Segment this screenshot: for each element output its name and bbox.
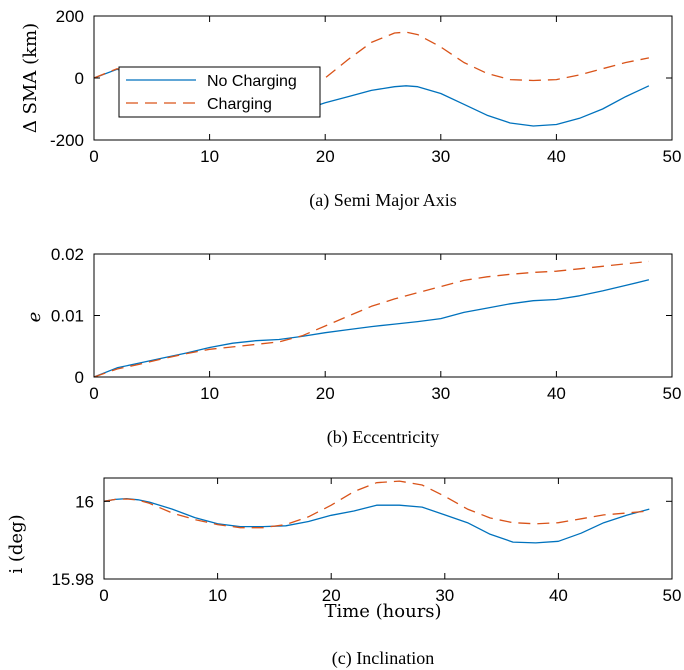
panel-b-axes-layer: 0 10 20 30 40 50 0 0.01 0.02 xyxy=(51,245,682,403)
panel-b-ytick-label: 0.02 xyxy=(51,245,84,264)
panel-c-series-charging xyxy=(103,480,650,529)
panel-b-series-charging xyxy=(93,260,649,378)
panel-c-xtick-label: 20 xyxy=(322,586,341,605)
panel-a-ytick-label: 0 xyxy=(75,69,84,88)
legend-box xyxy=(118,66,321,118)
panel-a: 0 10 20 30 40 50 -200 0 200 Δ SMA (km) (a) Semi … xyxy=(20,7,681,211)
panel-b-xtick-label: 50 xyxy=(663,384,682,403)
panel-c-xtick-label: 0 xyxy=(99,586,108,605)
panel-b-ytick-label: 0 xyxy=(75,368,84,387)
panel-b-ytick-label: 0.01 xyxy=(51,307,84,326)
panel-b-ylabel: e xyxy=(24,312,45,323)
panel-a-xtick-label: 0 xyxy=(89,147,98,166)
panel-b-series-layer xyxy=(93,260,650,378)
panel-b-xtick-label: 20 xyxy=(316,384,335,403)
panel-b-xtick-label: 40 xyxy=(547,384,566,403)
panel-c-xtick-label: 50 xyxy=(663,586,682,605)
panel-a-ytick-label: -200 xyxy=(50,131,84,150)
panel-b-caption: (b) Eccentricity xyxy=(327,427,439,448)
panel-a-caption: (a) Semi Major Axis xyxy=(309,190,456,211)
panel-c-series-layer xyxy=(103,480,650,544)
panel-b-xtick-label: 10 xyxy=(200,384,219,403)
panel-b-xtick-label: 30 xyxy=(431,384,450,403)
panel-c-xlabel: Time (hours) xyxy=(324,601,441,622)
panel-c-axes-box xyxy=(103,477,673,580)
panel-c-caption: (c) Inclination xyxy=(332,648,434,669)
panel-a-xtick-label: 40 xyxy=(547,147,566,166)
panel-a-ylabel: Δ SMA (km) xyxy=(20,23,41,133)
panel-c-ylabel: i (deg) xyxy=(6,514,27,573)
panel-c-xtick-label: 30 xyxy=(435,586,454,605)
panel-a-axes-layer: 0 10 20 30 40 50 -200 0 200 xyxy=(50,7,681,166)
panel-c-ytick-label: 16 xyxy=(75,492,94,511)
panel-b: 0 10 20 30 40 50 0 0.01 0.02 e (b) Eccentricity xyxy=(24,245,681,448)
panel-c-ytick-label: 15.98 xyxy=(51,570,94,589)
panel-a-xtick-label: 10 xyxy=(200,147,219,166)
legend-label-charging: Charging xyxy=(207,96,272,113)
panel-a-xtick-label: 20 xyxy=(316,147,335,166)
panel-a-xtick-label: 50 xyxy=(663,147,682,166)
panel-a-ytick-label: 200 xyxy=(56,7,84,26)
panel-c-xtick-label: 40 xyxy=(549,586,568,605)
panel-b-xtick-label: 0 xyxy=(89,384,98,403)
panel-c-series-no-charging xyxy=(103,497,650,544)
panel-c-xtick-label: 10 xyxy=(208,586,227,605)
legend: No Charging Charging xyxy=(118,66,321,118)
panel-a-xtick-label: 30 xyxy=(431,147,450,166)
panel-c-axes-layer: 0 10 20 30 40 50 15.98 16 xyxy=(51,477,682,605)
panel-b-series-no-charging xyxy=(93,279,650,378)
panel-b-axes-box xyxy=(93,253,673,378)
legend-label-no-charging: No Charging xyxy=(207,73,297,90)
